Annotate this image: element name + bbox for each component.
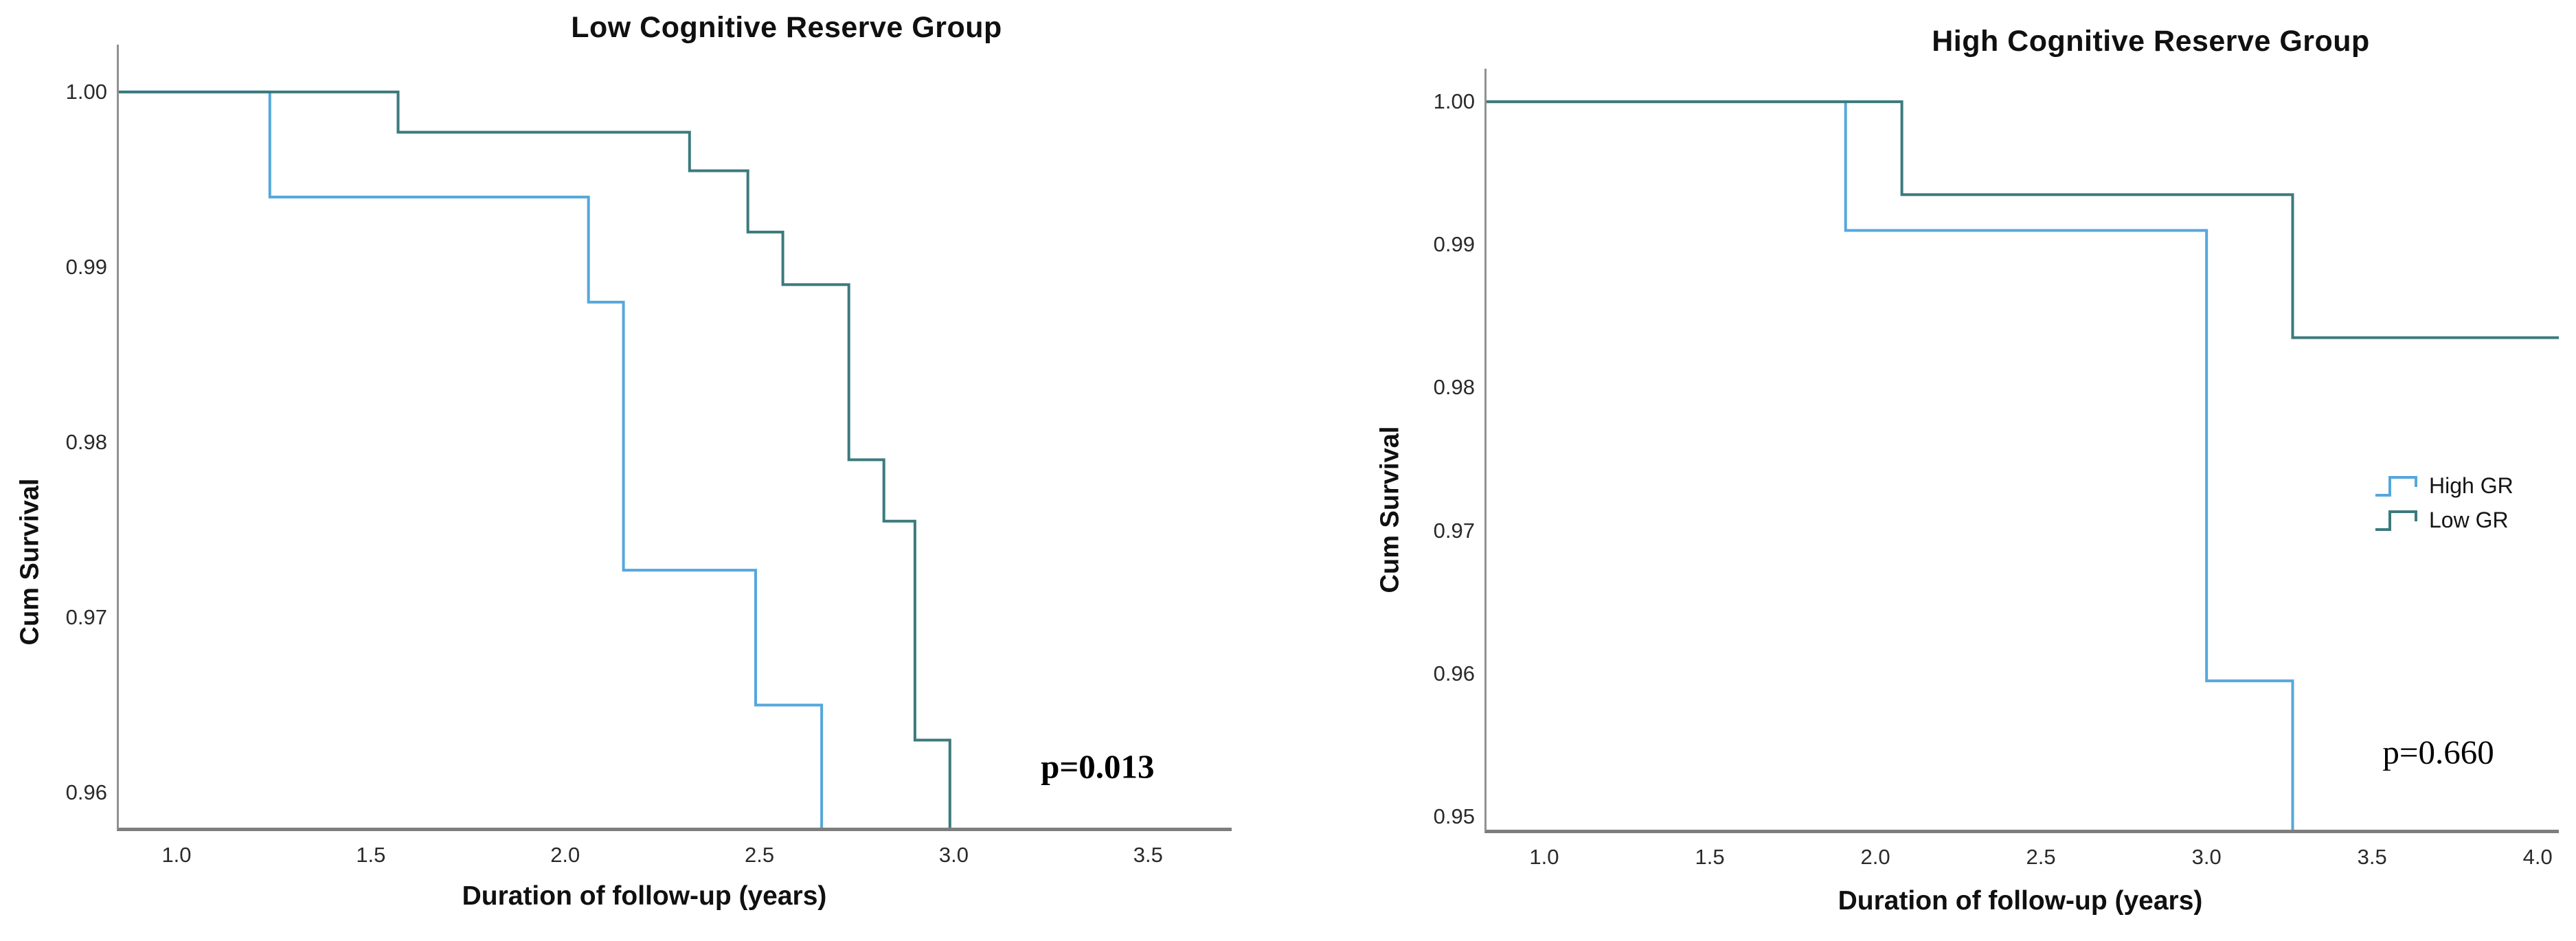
y-tick-label: 0.98 [65,429,107,454]
y-axis-label-high-group: Cum Survival [1375,426,1405,593]
x-tick-label: 3.5 [2357,845,2387,869]
legend-item-high-gr: High GR [2374,468,2513,503]
series-low-gr [1487,100,2559,339]
x-tick-label: 1.5 [356,843,386,867]
plot-area-low-group: p=0.013 0.96 0.97 0.98 0.99 1.00 1.0 1.5 2.0 2.5… [66,45,1232,867]
high-gr-step-line-icon [2375,476,2417,497]
series-low-gr [119,90,951,828]
legend-label-high-gr: High GR [2429,473,2513,498]
y-tick-label: 0.98 [1433,375,1475,400]
x-axis-label-low-group: Duration of follow-up (years) [462,881,827,911]
series-high-gr [119,90,824,828]
x-tick-label: 2.0 [1860,845,1890,869]
y-tick-label: 0.96 [1433,661,1475,685]
y-tick-label: 1.00 [1433,89,1475,114]
x-axis-label-high-group: Duration of follow-up (years) [1838,886,2203,916]
y-tick-label: 0.95 [1433,804,1475,829]
y-tick-label: 0.97 [65,604,107,629]
x-tick-label: 2.5 [2026,845,2056,869]
survival-curves-high-group [1487,100,2559,830]
y-tick-label: 0.96 [65,780,107,804]
p-value-annotation-high: p=0.660 [2382,733,2494,771]
y-tick-label: 0.99 [1433,232,1475,257]
x-tick-label: 4.0 [2522,845,2553,869]
plot-area-high-group: p=0.660 High GR Low GR 0.95 0.96 0.97 0.98 0… [1434,69,2559,869]
y-tick-label: 1.00 [65,79,107,104]
chart-title-high-group: High Cognitive Reserve Group [1932,25,2370,58]
p-value-annotation-low: p=0.013 [1041,747,1155,786]
x-tick-label: 2.0 [550,843,580,867]
survival-curves-low-group [119,90,951,828]
low-gr-step-line-icon [2375,510,2417,531]
legend-item-low-gr: Low GR [2374,503,2513,537]
x-tick-label: 1.5 [1695,845,1725,869]
y-tick-label: 0.99 [65,254,107,279]
x-tick-label: 2.5 [745,843,775,867]
x-tick-label: 3.0 [938,843,969,867]
x-tick-label: 3.0 [2191,845,2222,869]
legend-label-low-gr: Low GR [2429,507,2509,532]
x-tick-label: 1.0 [1529,845,1559,869]
x-tick-label: 1.0 [161,843,192,867]
chart-title-low-group: Low Cognitive Reserve Group [571,11,1002,44]
x-tick-label: 3.5 [1133,843,1163,867]
y-tick-label: 0.97 [1433,518,1475,543]
legend: High GR Low GR [2374,468,2513,537]
series-high-gr [1487,100,2294,830]
